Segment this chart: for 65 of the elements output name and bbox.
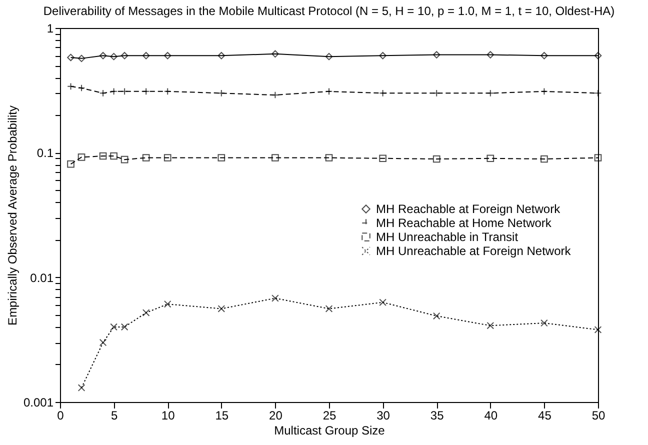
point: [379, 52, 386, 60]
legend-label: MH Unreachable in Transit: [376, 230, 519, 244]
chart-title: Deliverability of Messages in the Mobile Multicast Protocol (N = 5, H = 10, p = 1.0, M = 1, t = 10, Oldest-HA): [43, 4, 615, 18]
point: [67, 160, 74, 168]
point: [486, 154, 494, 162]
point: [218, 305, 226, 312]
point: [325, 305, 333, 312]
point: [486, 322, 494, 330]
point: [120, 156, 128, 164]
x-tick-label: 50: [592, 408, 606, 422]
point: [110, 323, 118, 331]
point: [325, 154, 333, 162]
point: [432, 312, 440, 320]
x-tick-label: 25: [322, 408, 336, 422]
point: [164, 52, 172, 60]
y-tick-label: 0.1: [36, 146, 54, 160]
point: [164, 300, 172, 308]
point: [540, 319, 548, 327]
legend-label: MH Reachable at Foreign Network: [376, 202, 562, 216]
point: [142, 52, 150, 60]
x-tick-label: 45: [538, 408, 552, 422]
point: [99, 152, 107, 160]
point: [78, 154, 86, 161]
legend-label: MH Reachable at Home Network: [376, 216, 552, 230]
x-tick-label: 40: [484, 408, 498, 422]
x-tick-label: 0: [57, 408, 64, 422]
point: [379, 154, 386, 162]
x-tick-label: 5: [110, 408, 118, 422]
point: [78, 54, 86, 62]
point: [540, 52, 548, 60]
y-axis-title: Empirically Observed Average Probability: [5, 106, 20, 326]
point: [110, 152, 118, 160]
y-tick-label: 0.001: [23, 396, 54, 410]
point: [110, 52, 118, 60]
point: [272, 294, 279, 302]
x-tick-label: 30: [376, 408, 390, 422]
point: [486, 51, 494, 58]
x-tick-label: 20: [269, 408, 283, 422]
y-tick-label: 1: [46, 22, 54, 36]
point: [67, 54, 74, 62]
legend-label: MH Unreachable at Foreign Network: [376, 244, 572, 258]
point: [540, 155, 548, 163]
x-axis-title: Multicast Group Size: [274, 424, 386, 438]
point: [99, 338, 107, 346]
point: [218, 52, 226, 60]
point: [432, 155, 440, 163]
point: [99, 52, 107, 60]
x-tick-label: 35: [430, 408, 444, 422]
point: [272, 154, 279, 162]
point: [325, 52, 333, 60]
point: [272, 50, 279, 58]
point: [142, 154, 150, 162]
point: [164, 154, 172, 162]
point: [594, 154, 602, 162]
point: [218, 154, 226, 162]
x-tick-label: 10: [161, 408, 176, 422]
point: [78, 384, 86, 392]
point: [594, 52, 602, 60]
point: [142, 309, 150, 316]
y-tick-label: 0.01: [30, 270, 54, 285]
point: [120, 323, 128, 331]
point: [120, 52, 128, 60]
point: [432, 51, 440, 58]
x-tick-label: 15: [215, 408, 229, 422]
point: [379, 298, 386, 306]
